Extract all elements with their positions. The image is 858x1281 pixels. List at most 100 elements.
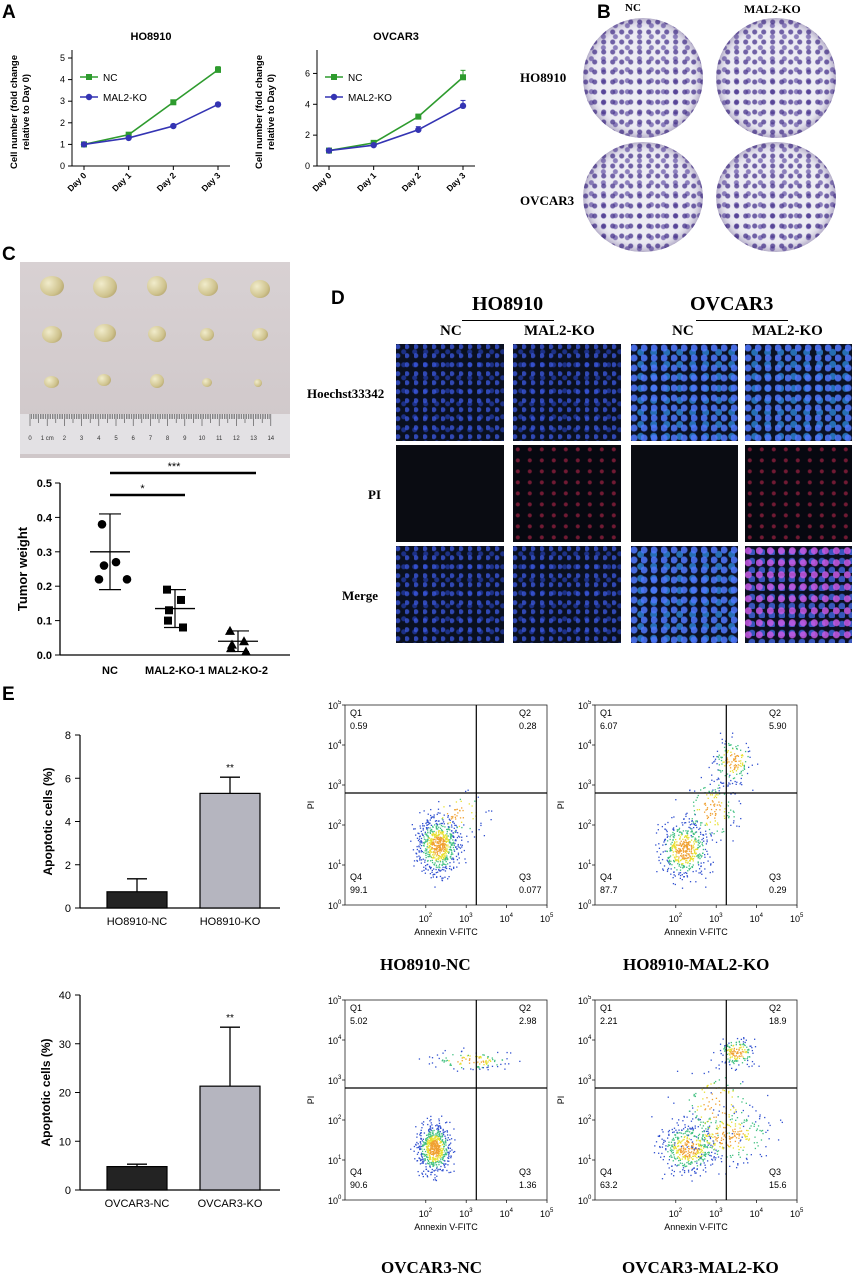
x-tick-label: Day 2	[400, 170, 423, 193]
colony-col-nc: NC	[625, 2, 641, 14]
series-line-mal2-ko	[328, 105, 464, 152]
x-tick-exp: 5	[550, 1208, 554, 1214]
tumor-photo: 0 1 cm 2 3 4 5 6 7 8 9 10 11 12 13 14	[20, 262, 290, 458]
data-point-square	[460, 74, 466, 81]
legend-label-1: MAL2-KO	[103, 93, 147, 104]
micro-merge-ovcar3-ko	[745, 546, 852, 643]
y-tick-label: 4	[60, 75, 65, 85]
y-axis-label: PI	[306, 1096, 316, 1105]
x-tick-label: Day 2	[155, 170, 178, 193]
y-axis-label: Apoptotic cells (%)	[39, 1038, 53, 1146]
x-tick-label: 10	[669, 914, 679, 924]
y-tick-label: 10	[578, 741, 588, 751]
y-axis-label: Apoptotic cells (%)	[41, 767, 55, 875]
data-point-circle	[214, 101, 222, 108]
x-tick-exp: 5	[800, 1208, 804, 1214]
y-tick-exp: 1	[588, 860, 592, 866]
q3-value: 0.077	[519, 885, 542, 895]
x-tick-exp: 2	[429, 913, 433, 919]
legend-marker	[86, 74, 92, 80]
y-tick-exp: 4	[338, 740, 342, 746]
y-tick-label: 0.2	[37, 581, 52, 593]
y-tick-label: 20	[59, 1088, 71, 1100]
colony-row-ovcar3: OVCAR3	[520, 193, 575, 208]
density-cloud	[410, 789, 493, 888]
x-tick-label: MAL2-KO-2	[208, 665, 268, 677]
colony-dish-ovcar3-ko	[716, 142, 836, 252]
ruler-number: 0	[28, 436, 32, 442]
flow-caption-ho8910-ko: HO8910-MAL2-KO	[623, 955, 770, 974]
q3-value: 15.6	[769, 1180, 787, 1190]
col-label-ovcar3-ko: MAL2-KO	[752, 323, 823, 339]
plot-frame	[594, 999, 798, 1201]
x-tick-label: HO8910-NC	[107, 916, 168, 928]
y-tick-exp: 5	[588, 700, 592, 706]
y-tick-label: 10	[328, 781, 338, 791]
q2-value: 2.98	[519, 1016, 537, 1026]
flow-caption-ovcar3-ko: OVCAR3-MAL2-KO	[622, 1258, 779, 1277]
q2-value: 18.9	[769, 1016, 787, 1026]
y-tick-label: 6	[65, 773, 71, 785]
q1-label: Q1	[350, 708, 362, 718]
data-point	[97, 519, 107, 529]
series-line-mal2-ko	[83, 103, 219, 146]
ruler: 0 1 cm 2 3 4 5 6 7 8 9 10 11 12 13 14	[20, 414, 290, 454]
y-tick-exp: 3	[338, 780, 342, 786]
ruler-number: 5	[114, 436, 118, 442]
y-tick-label: 2	[60, 118, 65, 128]
y-tick-label: 10	[578, 781, 588, 791]
y-axis-label: Tumor weight	[15, 526, 30, 611]
x-tick-label: Day 3	[199, 170, 222, 193]
y-tick-label: 10	[578, 861, 588, 871]
q1-value: 2.21	[600, 1016, 618, 1026]
y-tick-label: 10	[328, 901, 338, 911]
data-point	[177, 595, 185, 604]
bar-0	[106, 1166, 168, 1191]
density-cloud	[410, 1047, 521, 1182]
y-tick-label: 30	[59, 1039, 71, 1051]
q2-label: Q2	[519, 708, 531, 718]
q1-value: 0.59	[350, 721, 368, 731]
ruler-number: 8	[166, 436, 170, 442]
ruler-number: 2	[63, 436, 67, 442]
y-tick-exp: 5	[338, 700, 342, 706]
q4-label: Q4	[600, 1167, 612, 1177]
data-point	[165, 606, 173, 615]
panel-label-a: A	[2, 2, 16, 23]
row-label-pi: PI	[368, 487, 381, 502]
group-label-ovcar3: OVCAR3	[690, 293, 774, 315]
q1-label: Q1	[600, 708, 612, 718]
y-tick-exp: 0	[588, 900, 592, 906]
q2-label: Q2	[769, 708, 781, 718]
q2-value: 5.90	[769, 721, 787, 731]
x-tick-label: Day 0	[310, 170, 333, 193]
x-tick-label: 10	[419, 914, 429, 924]
y-tick-label: 0.1	[37, 616, 52, 628]
y-tick-label: 10	[578, 701, 588, 711]
data-point	[111, 557, 121, 567]
x-tick-label: OVCAR3-NC	[105, 1198, 170, 1210]
micro-pi-ovcar3-nc	[631, 445, 738, 542]
x-tick-exp: 4	[760, 1208, 764, 1214]
x-tick-label: 10	[540, 914, 550, 924]
ruler-number: 7	[149, 436, 153, 442]
x-tick-exp: 4	[760, 913, 764, 919]
ruler-body	[20, 414, 290, 454]
data-point-square	[215, 66, 221, 73]
x-axis-label: Annexin V-FITC	[664, 1222, 728, 1232]
legend-marker	[331, 74, 337, 80]
ruler-number: 14	[267, 436, 274, 442]
y-tick-label: 1	[60, 139, 65, 149]
x-tick-label: 10	[459, 1209, 469, 1219]
y-tick-exp: 3	[338, 1075, 342, 1081]
x-tick-exp: 4	[510, 913, 514, 919]
data-point-circle	[125, 134, 132, 142]
y-tick-exp: 2	[588, 820, 592, 826]
density-cloud	[651, 1037, 783, 1182]
legend-marker	[330, 93, 338, 101]
x-tick-label: 10	[750, 914, 760, 924]
y-tick-exp: 1	[338, 1155, 342, 1161]
y-tick-label: 3	[60, 96, 65, 106]
